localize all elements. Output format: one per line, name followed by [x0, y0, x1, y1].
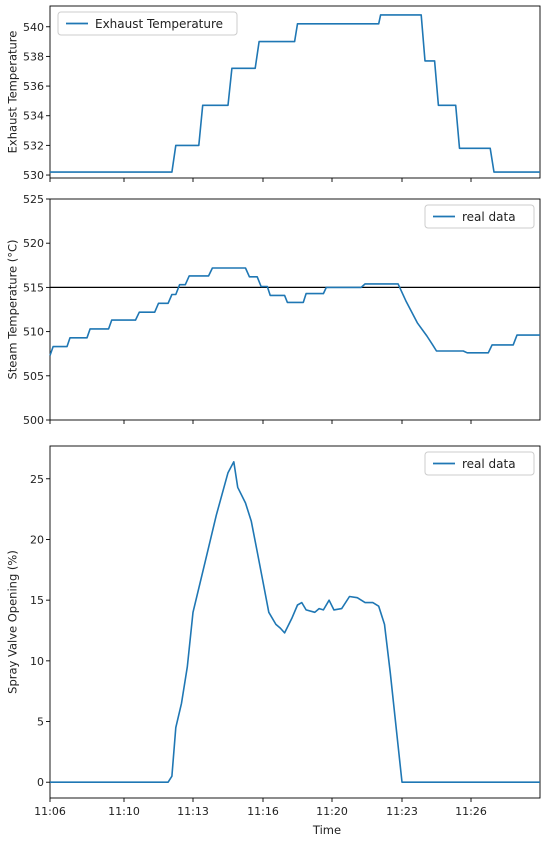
y-tick-label: 10 [30, 655, 44, 668]
y-tick-label: 532 [23, 139, 44, 152]
legend: real data [424, 451, 535, 476]
legend-label: real data [462, 457, 516, 471]
y-tick-label: 534 [23, 110, 44, 123]
legend: Exhaust Temperature [57, 11, 238, 36]
x-tick-label: 11:20 [316, 805, 348, 818]
y-tick-label: 515 [23, 281, 44, 294]
axes-frame [49, 445, 541, 799]
legend: real data [424, 204, 535, 229]
legend-box [424, 451, 535, 476]
y-axis-label: Spray Valve Opening (%) [6, 550, 20, 694]
y-tick-label: 0 [37, 776, 44, 789]
y-tick-label: 530 [23, 169, 44, 182]
series-line-real-data [50, 461, 540, 783]
y-axis-label: Exhaust Temperature [6, 31, 20, 154]
y-tick-label: 538 [23, 50, 44, 63]
x-tick-label: 11:06 [34, 805, 66, 818]
axes-frame [49, 5, 541, 179]
y-tick-label: 5 [37, 716, 44, 729]
axes-frame [49, 198, 541, 421]
x-tick-label: 11:23 [386, 805, 418, 818]
y-tick-label: 505 [23, 370, 44, 383]
series-line-exhaust-temperature [50, 14, 540, 173]
spray-valve-opening-panel: 0 5 10 15 20 25 11:06 11:10 11:13 11:16 11:20 11:23… [6, 445, 541, 837]
legend-label: real data [462, 210, 516, 224]
x-tick-label: 11:26 [455, 805, 487, 818]
x-tick-label: 11:16 [247, 805, 279, 818]
y-tick-label: 500 [23, 414, 44, 427]
y-tick-label: 20 [30, 533, 44, 546]
y-tick-label: 525 [23, 193, 44, 206]
x-tick-label: 11:10 [108, 805, 140, 818]
y-tick-label: 25 [30, 473, 44, 486]
legend-label: Exhaust Temperature [95, 17, 223, 31]
x-axis-label: Time [312, 823, 341, 837]
x-tick-label: 11:13 [177, 805, 209, 818]
steam-temperature-panel: 500 505 510 515 520 525 Steam Temperature (°C)… [6, 193, 541, 427]
y-tick-label: 520 [23, 237, 44, 250]
legend-box [424, 204, 535, 229]
y-axis-label: Steam Temperature (°C) [6, 239, 20, 379]
y-tick-label: 540 [23, 21, 44, 34]
y-tick-label: 536 [23, 80, 44, 93]
y-tick-label: 510 [23, 326, 44, 339]
series-line-real-data [49, 267, 540, 356]
y-tick-label: 15 [30, 594, 44, 607]
legend-box [57, 11, 238, 36]
